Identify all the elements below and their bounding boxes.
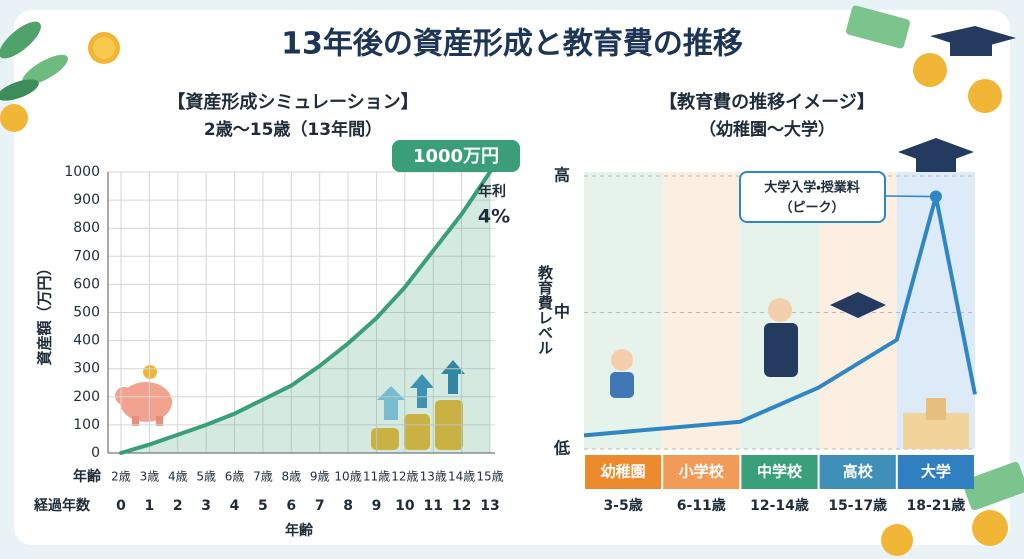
x-age-label: 8歳 — [281, 470, 301, 484]
line — [119, 170, 492, 455]
x-tick-label: 4 — [230, 498, 240, 514]
area — [121, 172, 490, 453]
x-tick-label: 6 — [286, 498, 296, 514]
x-age-label: 6歳 — [225, 470, 245, 484]
end-label: 1000万円 — [413, 146, 499, 167]
x-tick-label: 1 — [145, 498, 155, 514]
money-decoration — [846, 5, 1024, 556]
y-tick-label: 300 — [73, 361, 100, 377]
y-tick-label: 0 — [91, 445, 100, 461]
y-tick-label: 100 — [73, 417, 100, 433]
y-tick-label: 400 — [73, 333, 100, 349]
student-icon — [764, 323, 798, 377]
category-box — [585, 455, 662, 489]
y-tick-label: 900 — [73, 192, 100, 208]
cap-icon — [830, 292, 886, 318]
x-tick-label: 10 — [395, 498, 415, 514]
x-row-label: 経過年数 — [33, 497, 91, 514]
annotation-box — [739, 171, 886, 223]
x-tick-label: 12 — [452, 498, 471, 514]
x-age-label: 9歳 — [310, 470, 330, 484]
x-tick-label: 0 — [116, 498, 126, 514]
rate-label: 年利 — [478, 183, 506, 200]
category-label: 中学校 — [757, 463, 803, 481]
chart-subtitle: （幼稚園〜大学） — [699, 119, 835, 140]
peak-marker — [929, 190, 942, 203]
band — [662, 172, 741, 449]
y-tick-label: 800 — [73, 220, 100, 236]
x-age-label: 7歳 — [253, 470, 273, 484]
y-axis-title: 教育費レベル — [536, 264, 554, 355]
end-label-box — [392, 140, 520, 172]
category-box — [741, 455, 818, 489]
x-age-label: 10歳 — [334, 470, 361, 484]
icons — [610, 138, 974, 449]
x-age-label: 12歳 — [391, 470, 418, 484]
student-icon — [768, 298, 792, 322]
x-axis-title: 年齢 — [285, 522, 314, 539]
leaf-decoration — [0, 21, 120, 132]
y-tick-label: 500 — [73, 305, 100, 321]
student-icon — [610, 372, 634, 398]
y-tick-label: 中 — [554, 302, 570, 321]
x-age-label: 4歳 — [168, 470, 188, 484]
category-label: 大学 — [921, 463, 951, 481]
y-tick-label: 600 — [73, 276, 100, 292]
category-box — [819, 455, 896, 489]
x-tick-label: 7 — [315, 498, 325, 514]
x-tick-label: 11 — [423, 498, 442, 514]
y-tick-label: 700 — [73, 248, 100, 264]
school-icon — [926, 398, 946, 420]
chart-title: 【資産形成シミュレーション】 — [167, 91, 418, 113]
chart-title: 【教育費の推移イメージ】 — [659, 91, 875, 113]
category-label: 高校 — [843, 463, 874, 481]
category-age: 18-21歳 — [907, 497, 966, 514]
x-tick-label: 8 — [343, 498, 353, 514]
x-age-label: 15歳 — [476, 470, 503, 484]
category-age: 12-14歳 — [750, 497, 809, 514]
x-row-label: 年齢 — [73, 468, 102, 485]
x-age-label: 11歳 — [363, 470, 390, 484]
x-tick-label: 2 — [173, 498, 183, 514]
band — [584, 172, 663, 449]
line — [583, 194, 977, 438]
y-tick-label: 高 — [554, 166, 570, 185]
annotation-sub: （ピーク） — [779, 200, 844, 216]
rate: 4% — [478, 206, 510, 228]
x-tick-label: 3 — [201, 498, 211, 514]
category-box — [897, 455, 974, 489]
y-axis-title: 資産額（万円） — [36, 260, 54, 365]
student-icon — [611, 349, 633, 371]
chart-subtitle: 2歳〜15歳（13年間） — [204, 119, 382, 140]
category-age: 15-17歳 — [828, 497, 887, 514]
category-label: 幼稚園 — [601, 463, 646, 481]
page-title: 13年後の資産形成と教育費の推移 — [281, 27, 743, 62]
y-tick-label: 低 — [553, 439, 570, 458]
category-age: 6-11歳 — [677, 497, 726, 514]
x-tick-label: 13 — [480, 498, 499, 514]
x-age-label: 3歳 — [140, 470, 160, 484]
x-tick-label: 9 — [372, 498, 382, 514]
category-label: 小学校 — [679, 463, 725, 481]
cap-icon — [916, 158, 956, 172]
x-age-label: 13歳 — [420, 470, 447, 484]
x-age-label: 14歳 — [448, 470, 475, 484]
x-tick-label: 5 — [258, 498, 268, 514]
y-tick-label: 1000 — [64, 164, 100, 180]
annotation: 大学入学・授業料 — [764, 180, 859, 196]
y-tick-label: 200 — [73, 389, 100, 405]
x-age-label: 2歳 — [111, 470, 131, 484]
category-age: 3-5歳 — [603, 497, 642, 514]
x-age-label: 5歳 — [196, 470, 216, 484]
category-box — [663, 455, 740, 489]
